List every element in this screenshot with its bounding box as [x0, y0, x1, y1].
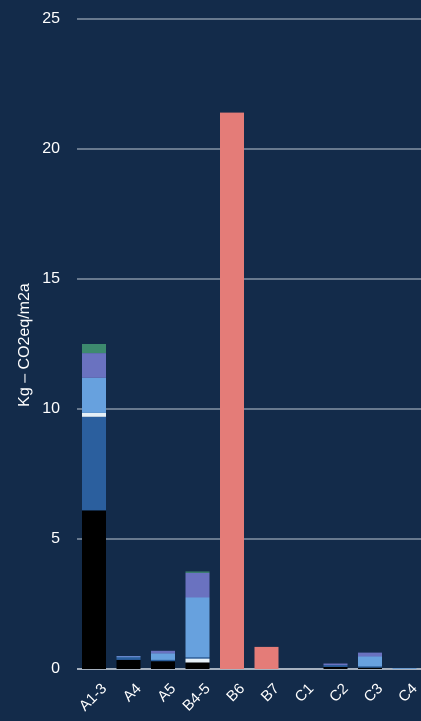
- bar-segment-B7-7: [254, 646, 279, 669]
- bar-segment-C3-0: [358, 667, 382, 669]
- bar-segment-A1-3-6: [82, 344, 106, 354]
- bar-segment-B4-5-4: [185, 597, 210, 658]
- x-category-label: B7: [258, 680, 283, 705]
- bar-segment-B4-5-6: [185, 571, 210, 573]
- y-tick-label: 0: [51, 660, 60, 677]
- bar-segment-C3-4: [358, 656, 382, 667]
- y-axis-title: Kg – CO2eq/m2a: [16, 283, 33, 407]
- bar-segment-A5-5: [151, 650, 175, 654]
- bar-segment-C2-2: [323, 665, 348, 667]
- bar-segment-A4-4: [116, 656, 141, 658]
- bar-segment-C3-2: [358, 666, 382, 668]
- bar-segment-B4-5-5: [185, 572, 210, 598]
- y-tick-label: 20: [42, 140, 60, 157]
- x-category-label: C1: [292, 680, 318, 706]
- bar-segment-C4-4: [392, 668, 417, 669]
- bar-segment-A4-0: [116, 659, 141, 669]
- y-tick-label: 5: [51, 530, 60, 547]
- bar-segment-A5-0: [151, 661, 175, 669]
- x-category-label: C3: [361, 680, 387, 706]
- bar-segment-A4-2: [116, 657, 141, 660]
- x-category-label: A1-3: [76, 680, 110, 714]
- bar-segment-A1-3-3: [82, 412, 106, 417]
- bar-segment-C2-5: [323, 663, 348, 666]
- bars: [82, 112, 417, 670]
- bar-segment-C3-5: [358, 652, 382, 657]
- bar-segment-A1-3-5: [82, 353, 106, 378]
- y-tick-label: 15: [42, 270, 60, 287]
- x-category-label: C2: [326, 680, 352, 706]
- x-category-label: A5: [154, 680, 179, 705]
- x-category-label: B4-5: [179, 680, 213, 714]
- bar-segment-A1-3-4: [82, 377, 106, 413]
- x-category-label: B6: [223, 680, 248, 705]
- bar-segment-B4-5-1: [185, 658, 210, 663]
- gridlines: [77, 18, 421, 670]
- bar-segment-B4-5-0: [185, 662, 210, 669]
- bar-segment-A4-5: [116, 656, 141, 657]
- bar-segment-A1-3-0: [82, 510, 106, 669]
- y-tick-label: 25: [42, 10, 60, 27]
- bar-segment-A5-4: [151, 653, 175, 660]
- bar-segment-C2-0: [323, 666, 348, 669]
- bar-segment-A1-3-2: [82, 416, 106, 511]
- x-category-label: A4: [120, 680, 145, 705]
- y-tick-label: 10: [42, 400, 60, 417]
- bar-segment-A5-2: [151, 659, 175, 662]
- bar-segment-B4-5-2: [185, 657, 210, 659]
- x-category-label: C4: [395, 680, 421, 706]
- bar-segment-B6-7: [220, 112, 244, 670]
